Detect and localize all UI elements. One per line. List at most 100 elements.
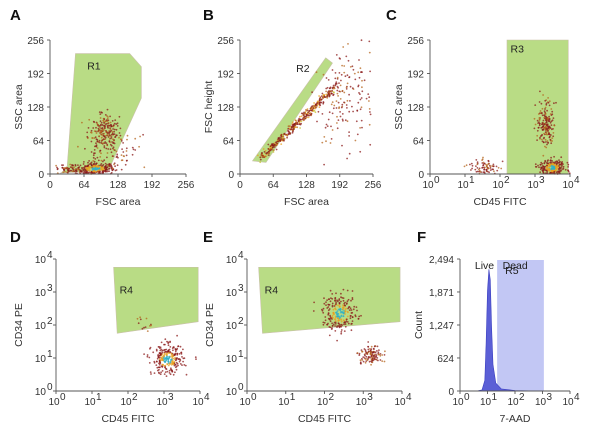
data-point	[321, 113, 324, 115]
data-point	[113, 148, 115, 151]
data-point	[288, 125, 291, 127]
data-point	[131, 146, 134, 149]
data-point	[323, 297, 325, 300]
data-point	[328, 308, 331, 310]
data-point	[90, 140, 93, 143]
data-point	[540, 102, 543, 105]
data-point	[94, 145, 96, 148]
data-point	[310, 107, 312, 109]
data-point	[107, 148, 110, 150]
data-point	[331, 86, 334, 89]
data-point	[351, 65, 354, 68]
y-tick-exponent: 1	[238, 349, 244, 360]
x-tick-label: 10	[452, 397, 464, 408]
data-point	[116, 153, 119, 156]
data-point	[338, 317, 341, 320]
data-point	[108, 163, 111, 166]
data-point	[384, 350, 386, 353]
y-tick-label: 10	[226, 354, 238, 365]
data-point	[355, 306, 358, 308]
data-point	[172, 373, 175, 376]
data-point	[562, 167, 565, 170]
data-point	[115, 169, 118, 171]
data-point	[173, 354, 176, 356]
data-point	[168, 362, 171, 365]
data-point	[107, 121, 110, 124]
data-point	[101, 111, 103, 114]
data-point	[541, 114, 544, 117]
data-point	[349, 315, 352, 317]
data-point	[330, 125, 332, 128]
data-point	[330, 92, 333, 95]
data-point	[107, 116, 109, 118]
data-point	[381, 360, 384, 362]
data-point	[367, 341, 370, 343]
data-point	[303, 118, 305, 121]
data-point	[72, 170, 75, 173]
data-point	[481, 167, 483, 169]
data-point	[90, 151, 93, 153]
data-point	[72, 167, 74, 170]
data-point	[307, 114, 310, 117]
data-point	[125, 150, 128, 152]
data-point	[341, 64, 343, 67]
data-point	[372, 347, 375, 350]
data-point	[312, 310, 315, 312]
data-point	[113, 122, 116, 125]
data-point	[368, 123, 371, 126]
data-point	[174, 347, 177, 350]
data-point	[336, 76, 339, 79]
data-point	[330, 138, 333, 140]
data-point	[484, 166, 486, 169]
data-point	[342, 315, 345, 317]
data-point	[544, 106, 547, 109]
data-point	[368, 108, 371, 110]
data-point	[143, 166, 146, 169]
data-point	[536, 134, 539, 137]
data-point	[343, 305, 345, 308]
x-tick-exponent: 0	[434, 175, 440, 186]
data-point	[365, 355, 368, 358]
data-point	[366, 359, 369, 362]
x-axis-label: FSC area	[96, 196, 141, 208]
y-tick-label: 0	[448, 387, 454, 398]
data-point	[560, 156, 563, 159]
data-point	[344, 325, 347, 328]
y-tick-label: 64	[413, 137, 425, 148]
data-point	[364, 354, 366, 357]
data-point	[545, 141, 547, 143]
data-point	[338, 319, 341, 322]
data-point	[122, 151, 125, 153]
data-point	[277, 138, 279, 141]
data-point	[112, 146, 115, 149]
x-tick-exponent: 2	[132, 392, 138, 403]
data-point	[303, 115, 306, 118]
data-point	[291, 126, 293, 128]
data-point	[123, 155, 125, 158]
data-point	[360, 119, 363, 122]
data-point	[104, 165, 107, 168]
data-point	[270, 143, 273, 146]
data-point	[567, 169, 569, 172]
data-point	[328, 111, 331, 114]
data-point	[546, 109, 548, 112]
data-point	[79, 164, 82, 167]
data-point	[296, 126, 299, 129]
data-point	[547, 97, 549, 99]
data-point	[486, 170, 489, 173]
data-point	[159, 349, 162, 352]
data-point	[104, 162, 107, 165]
data-point	[340, 73, 343, 76]
x-tick-label: 10	[527, 180, 539, 191]
y-tick-exponent: 0	[238, 382, 244, 393]
x-tick-exponent: 0	[251, 392, 257, 403]
data-point	[367, 346, 370, 348]
data-point	[111, 169, 114, 172]
data-point	[336, 89, 339, 92]
data-point	[546, 168, 549, 171]
data-point	[329, 86, 332, 89]
data-point	[100, 142, 102, 144]
data-point	[561, 162, 563, 165]
data-point	[551, 110, 554, 113]
data-point	[171, 360, 173, 363]
